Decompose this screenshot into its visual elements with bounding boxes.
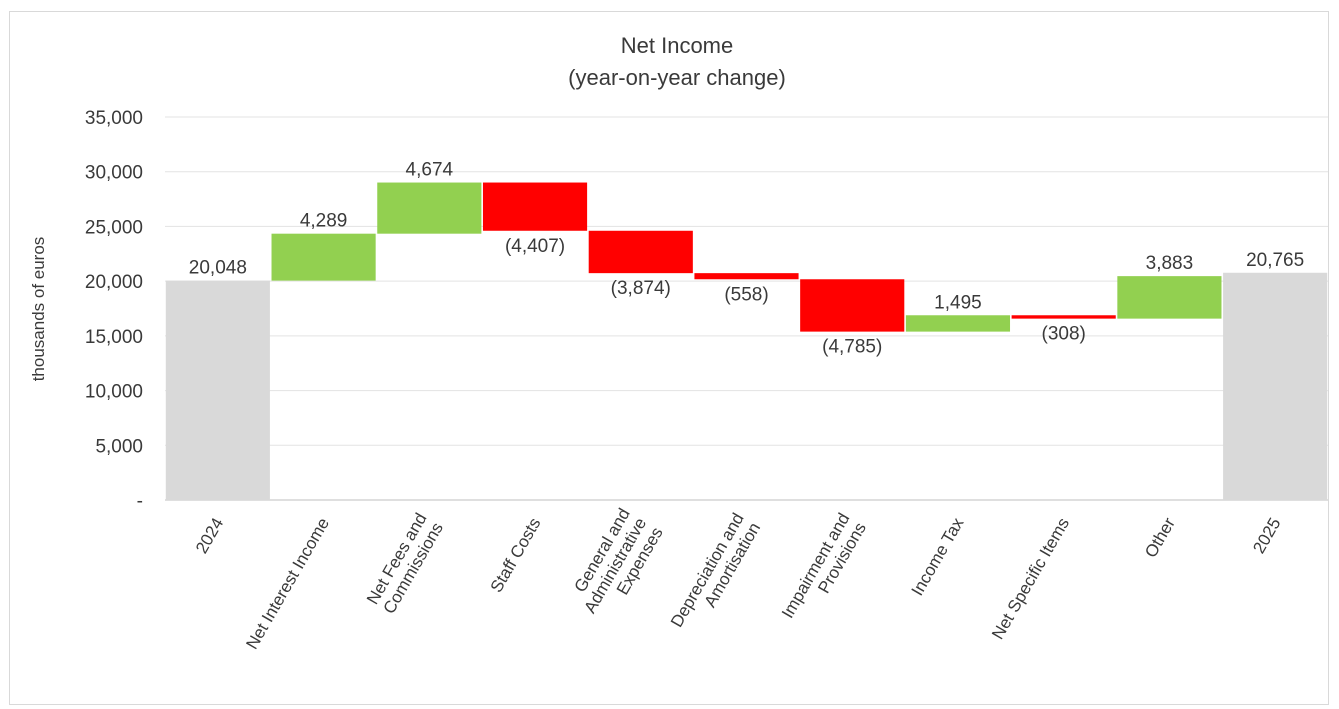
y-tick-label: 35,000 bbox=[85, 108, 143, 129]
x-tick-label: Income Tax bbox=[908, 514, 968, 599]
x-tick-label: Other bbox=[1141, 514, 1179, 561]
y-tick-label: 20,000 bbox=[85, 272, 143, 293]
x-tick-label: Net Fees andCommissions bbox=[363, 510, 447, 617]
y-tick-label: 15,000 bbox=[85, 327, 143, 348]
bar-2024 bbox=[165, 280, 270, 500]
bar-income-tax bbox=[905, 315, 1011, 332]
bar-general-and-administrative-expenses bbox=[588, 230, 693, 274]
bar-other bbox=[1117, 276, 1222, 319]
data-label: (558) bbox=[724, 284, 768, 305]
bar-layer bbox=[165, 182, 1328, 500]
bar-depreciation-and-amortisation bbox=[694, 273, 799, 280]
chart-title: Net Income bbox=[621, 33, 734, 58]
label-layer: 20,048 4,289 4,674 (4,407) (3,874) (558) (4,78… bbox=[189, 160, 1304, 358]
y-tick-label: 5,000 bbox=[95, 436, 143, 457]
x-label-layer: 2024 Net Interest Income Net Fees andCommi… bbox=[192, 505, 1285, 652]
bar-net-specific-items bbox=[1011, 315, 1116, 319]
data-label: (308) bbox=[1042, 324, 1086, 345]
chart-frame: Net Income (year-on-year change) thousan… bbox=[9, 11, 1329, 705]
data-label: (4,407) bbox=[505, 236, 565, 257]
y-axis-label: thousands of euros bbox=[29, 237, 48, 382]
data-label: 1,495 bbox=[934, 292, 982, 313]
data-label: (3,874) bbox=[611, 278, 671, 299]
x-tick-label: 2024 bbox=[192, 515, 227, 557]
bar-impairment-and-provisions bbox=[800, 279, 905, 332]
bar-net-interest-income bbox=[271, 233, 376, 281]
bar-staff-costs bbox=[482, 182, 588, 231]
bar-2025 bbox=[1223, 272, 1328, 500]
x-tick-label: Depreciation andAmortisation bbox=[667, 510, 764, 640]
y-tick-label: 25,000 bbox=[85, 217, 143, 238]
y-tick-label: 30,000 bbox=[85, 163, 143, 184]
x-tick-label: 2025 bbox=[1249, 515, 1284, 557]
data-label: 4,674 bbox=[406, 160, 454, 181]
data-label: 20,048 bbox=[189, 258, 247, 279]
x-tick-label: Net Interest Income bbox=[242, 515, 333, 653]
chart-subtitle: (year-on-year change) bbox=[568, 65, 786, 90]
data-label: 3,883 bbox=[1146, 253, 1194, 274]
data-label: 4,289 bbox=[300, 211, 348, 232]
x-tick-label: Staff Costs bbox=[487, 515, 545, 596]
waterfall-chart: Net Income (year-on-year change) thousan… bbox=[29, 33, 1328, 652]
bar-net-fees-and-commissions bbox=[377, 182, 482, 234]
data-label: (4,785) bbox=[822, 337, 882, 358]
y-tick-label: - bbox=[137, 491, 143, 512]
x-tick-label: General andAdministrativeExpenses bbox=[564, 505, 667, 626]
y-tick-label: 10,000 bbox=[85, 382, 143, 403]
x-tick-label: Impairment andProvisions bbox=[778, 510, 870, 631]
x-tick-label: Net Specific Items bbox=[988, 515, 1073, 643]
data-label: 20,765 bbox=[1246, 250, 1304, 271]
